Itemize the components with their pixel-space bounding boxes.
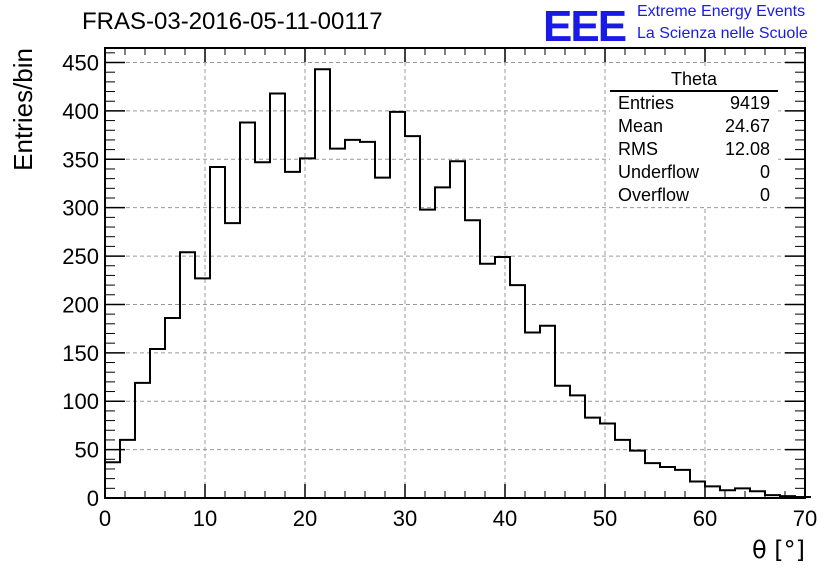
x-tick-label: 60	[693, 506, 717, 531]
stats-label: Mean	[618, 116, 664, 136]
histogram-bin	[465, 220, 480, 498]
histogram-bin	[570, 395, 585, 498]
histogram-bin	[405, 136, 420, 498]
y-tick-label: 300	[62, 196, 99, 221]
histogram-bin	[735, 488, 750, 498]
y-axis-label: Entries/bin	[8, 48, 38, 171]
chart-title: FRAS-03-2016-05-11-00117	[82, 8, 383, 35]
histogram-bin	[105, 462, 120, 498]
stats-value: 24.67	[724, 116, 770, 136]
stats-row-underflow: Underflow 0	[610, 161, 778, 184]
histogram-bin	[510, 285, 525, 498]
histogram-bin	[135, 383, 150, 498]
y-tick-label: 150	[62, 341, 99, 366]
histogram-bin	[645, 463, 660, 498]
histogram-bin	[720, 490, 735, 498]
histogram-bin	[360, 142, 375, 498]
histogram-bin	[165, 318, 180, 498]
histogram-bin	[450, 161, 465, 498]
stats-label: Overflow	[618, 185, 690, 205]
y-tick-label: 450	[62, 51, 99, 76]
histogram-series	[104, 68, 811, 499]
stats-label: Underflow	[618, 162, 700, 182]
histogram-bin	[150, 349, 165, 498]
y-tick-label: 100	[62, 389, 99, 414]
y-tick-label: 250	[62, 244, 99, 269]
stats-row-mean: Mean 24.67	[610, 115, 778, 138]
stats-title: Theta	[610, 68, 778, 92]
histogram-bin	[285, 172, 300, 498]
histogram-bin	[225, 223, 240, 498]
histogram-bin	[120, 440, 135, 498]
logo-text-line2: La Scienza nelle Scuole	[637, 25, 808, 42]
plot-frame	[104, 47, 806, 499]
histogram-bin	[345, 140, 360, 498]
y-tick-label: 350	[62, 147, 99, 172]
histogram-bin	[210, 167, 225, 498]
histogram-bin	[315, 69, 330, 498]
stats-value: 0	[759, 185, 770, 205]
stats-box: Theta Entries 9419 Mean 24.67 RMS 12.08 Underf…	[610, 68, 778, 207]
histogram-bin	[690, 482, 705, 498]
stats-value: 12.08	[724, 139, 770, 159]
histogram-bin	[420, 210, 435, 498]
histogram-bin	[195, 278, 210, 498]
x-tick-label: 30	[393, 506, 417, 531]
histogram-bin	[630, 451, 645, 498]
x-tick-label: 0	[99, 506, 111, 531]
stats-row-entries: Entries 9419	[610, 92, 778, 115]
stats-row-rms: RMS 12.08	[610, 138, 778, 161]
stats-row-overflow: Overflow 0	[610, 184, 778, 207]
histogram-bin	[600, 423, 615, 498]
histogram-bin	[705, 486, 720, 498]
y-tick-label: 200	[62, 292, 99, 317]
x-tick-label: 10	[193, 506, 217, 531]
histogram-bin	[255, 162, 270, 498]
histogram-bin	[270, 93, 285, 498]
stats-value: 9419	[729, 93, 770, 113]
y-tick-label: 0	[87, 486, 99, 511]
histogram-bin	[525, 333, 540, 498]
eee-logo: EEE	[543, 2, 627, 51]
y-tick-label: 50	[75, 438, 99, 463]
histogram-bin	[675, 470, 690, 498]
axis-tick-labels: 0 10 20 30 40 50 60 70 0 50 100 150 200 250 300 350 400 4…	[62, 51, 817, 531]
histogram-bin	[480, 264, 495, 498]
y-tick-label: 400	[62, 99, 99, 124]
histogram-bin	[495, 257, 510, 498]
histogram-bin	[585, 418, 600, 498]
stats-label: RMS	[618, 139, 658, 159]
histogram-bin	[435, 187, 450, 498]
histogram-bin	[330, 149, 345, 498]
x-tick-label: 50	[593, 506, 617, 531]
x-axis-label: θ [°]	[752, 536, 805, 564]
histogram-bin	[615, 440, 630, 498]
stats-value: 0	[759, 162, 770, 182]
histogram-bin	[750, 491, 765, 498]
histogram-bin	[300, 158, 315, 498]
stats-label: Entries	[618, 93, 675, 113]
x-tick-label: 40	[493, 506, 517, 531]
histogram-bin	[540, 326, 555, 498]
histogram-bin	[180, 252, 195, 498]
logo-text-line1: Extreme Energy Events	[637, 3, 806, 20]
histogram-bin	[660, 467, 675, 498]
x-tick-label: 20	[293, 506, 317, 531]
histogram-bin	[555, 386, 570, 498]
stats-rows: Entries 9419 Mean 24.67 RMS 12.08 Underflow 0 Ov…	[610, 92, 778, 207]
axis-ticks	[104, 48, 806, 499]
histogram-bin	[240, 123, 255, 498]
x-tick-label: 70	[793, 506, 817, 531]
